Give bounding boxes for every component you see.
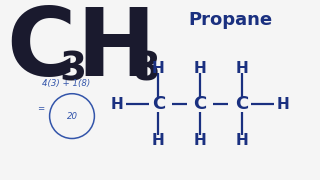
Text: H: H <box>277 97 290 112</box>
Text: C: C <box>193 95 207 113</box>
Text: H: H <box>152 133 165 148</box>
Text: 3: 3 <box>59 50 86 88</box>
Text: 4(3) + 1(8): 4(3) + 1(8) <box>42 79 90 88</box>
Text: H: H <box>152 61 165 76</box>
Text: =: = <box>37 104 44 113</box>
Text: H: H <box>235 133 248 148</box>
Text: H: H <box>110 97 123 112</box>
Text: H: H <box>77 4 156 96</box>
Text: H: H <box>235 61 248 76</box>
Text: 20: 20 <box>67 112 77 121</box>
Text: C: C <box>6 4 76 96</box>
Text: 8: 8 <box>133 50 160 88</box>
Text: C: C <box>235 95 248 113</box>
Text: H: H <box>194 133 206 148</box>
Text: C: C <box>152 95 165 113</box>
Text: H: H <box>194 61 206 76</box>
Text: Propane: Propane <box>188 11 272 29</box>
